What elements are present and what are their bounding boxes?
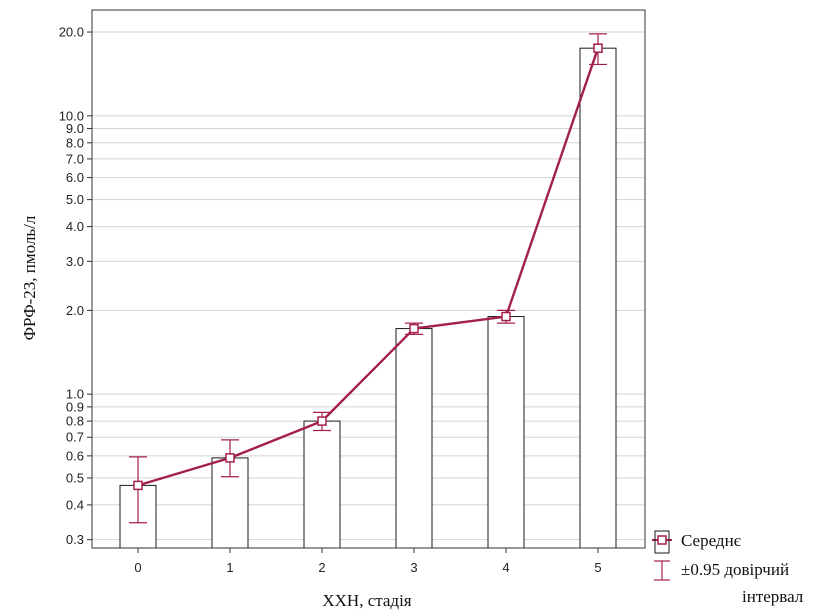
bar-3 xyxy=(395,328,433,549)
x-tick-label-0: 0 xyxy=(134,560,141,575)
y-tick-label-9: 3.0 xyxy=(66,254,84,269)
bars xyxy=(119,47,617,549)
y-tick-label-6: 0.9 xyxy=(66,399,84,414)
y-axis-title: ФРФ-23, пмоль/л xyxy=(20,215,39,340)
y-tick-label-11: 5.0 xyxy=(66,192,84,207)
x-tick-label-1: 1 xyxy=(226,560,233,575)
y-tick-label-3: 0.6 xyxy=(66,448,84,463)
y-tick-labels: 0.3 0.4 0.5 0.6 0.70.80.91.0 2.0 3.0 4.0 5.0 6.0 7… xyxy=(59,25,84,548)
mean-point-3 xyxy=(409,323,419,334)
x-tick-label-3: 3 xyxy=(410,560,417,575)
y-tick-label-13: 7.0 xyxy=(66,151,84,166)
y-tick-label-5: 0.8 xyxy=(66,414,84,429)
y-tick-label-8: 2.0 xyxy=(66,303,84,318)
mean-line xyxy=(137,47,600,487)
y-tick-label-16: 10.0 xyxy=(59,108,84,123)
bar-5 xyxy=(579,47,617,549)
x-tick-label-4: 4 xyxy=(502,560,509,575)
legend-bar-swatch xyxy=(654,530,670,554)
y-tick-label-0: 0.3 xyxy=(66,532,84,547)
legend-mean-label: Середнє xyxy=(681,531,742,550)
grid-lines xyxy=(87,31,645,541)
x-tick-label-5: 5 xyxy=(594,560,601,575)
plot-frame xyxy=(91,9,646,549)
error-bars xyxy=(129,33,607,524)
legend-ci-label-line2: інтервал xyxy=(742,587,804,606)
y-tick-label-1: 0.4 xyxy=(66,497,84,512)
y-tick-label-12: 6.0 xyxy=(66,170,84,185)
y-tick-label-7: 1.0 xyxy=(66,387,84,402)
x-axis-title: ХХН, стадія xyxy=(322,591,411,610)
legend-ci-label: ±0.95 довірчий xyxy=(681,560,789,579)
mean-point-4 xyxy=(501,311,511,322)
legend: Середнє ±0.95 довірчий інтервал xyxy=(652,530,804,606)
mean-series xyxy=(133,43,603,491)
y-tick-label-14: 8.0 xyxy=(66,135,84,150)
mean-point-1 xyxy=(225,453,235,463)
mean-point-0 xyxy=(133,480,143,491)
y-tick-label-15: 9.0 xyxy=(66,121,84,136)
x-tick-label-2: 2 xyxy=(318,560,325,575)
y-tick-label-17: 20.0 xyxy=(59,25,84,40)
legend-mean-marker xyxy=(657,535,667,545)
y-tick-label-4: 0.7 xyxy=(66,430,84,445)
bar-2 xyxy=(303,420,341,549)
mean-point-5 xyxy=(593,43,603,53)
x-tick-labels: 0 1 2 3 4 5 xyxy=(134,548,602,575)
y-tick-label-10: 4.0 xyxy=(66,219,84,234)
y-tick-label-2: 0.5 xyxy=(66,470,84,485)
mean-point-2 xyxy=(317,416,327,426)
bar-4 xyxy=(487,316,525,549)
